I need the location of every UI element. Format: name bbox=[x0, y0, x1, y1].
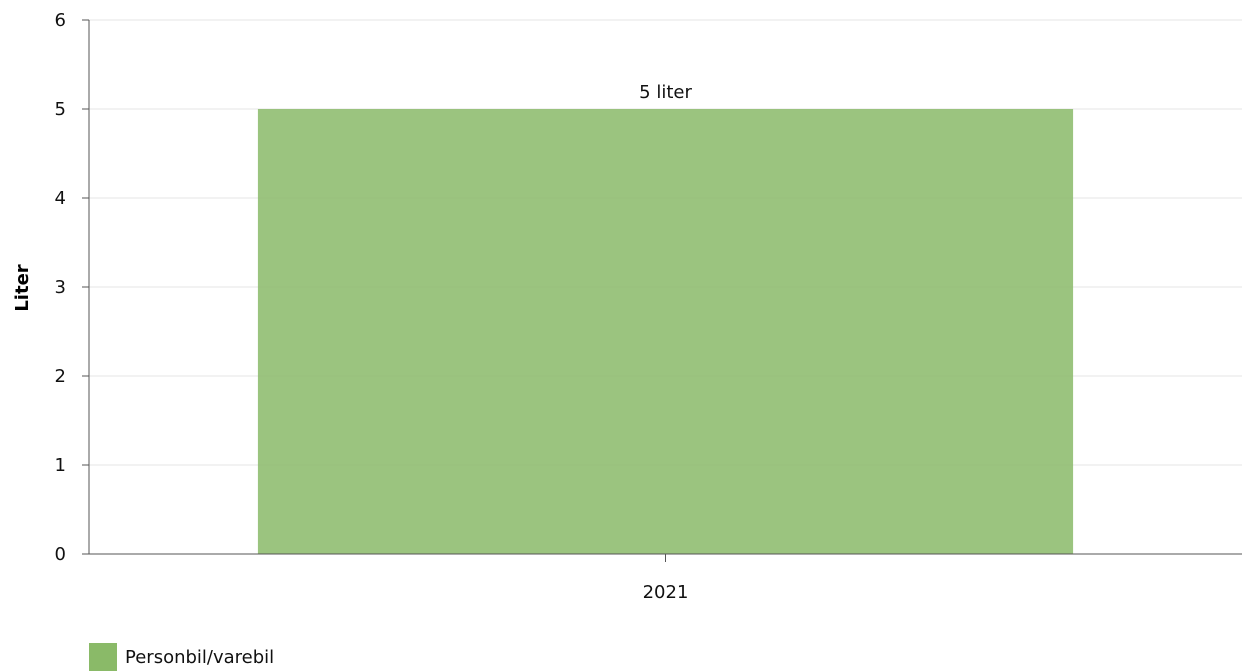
legend-label: Personbil/varebil bbox=[125, 646, 275, 668]
y-tick-label: 4 bbox=[55, 188, 66, 209]
y-tick-label: 1 bbox=[55, 455, 66, 476]
x-tick-label: 2021 bbox=[643, 582, 689, 603]
legend[interactable]: Personbil/varebil bbox=[89, 643, 274, 671]
y-tick-label: 3 bbox=[55, 277, 66, 298]
y-tick-label: 6 bbox=[55, 10, 66, 31]
y-tick-label: 2 bbox=[55, 366, 66, 387]
y-axis-ticks: 0 1 2 3 4 5 6 bbox=[55, 10, 89, 565]
y-tick-label: 0 bbox=[55, 544, 66, 565]
bar[interactable] bbox=[257, 109, 1074, 554]
bars bbox=[257, 109, 1074, 554]
legend-swatch bbox=[89, 643, 117, 671]
y-axis-title: Liter bbox=[12, 264, 33, 311]
data-labels: 5 liter bbox=[639, 82, 692, 103]
x-axis-ticks: 2021 bbox=[643, 554, 689, 603]
y-tick-label: 5 bbox=[55, 99, 66, 120]
bar-data-label: 5 liter bbox=[639, 82, 692, 103]
